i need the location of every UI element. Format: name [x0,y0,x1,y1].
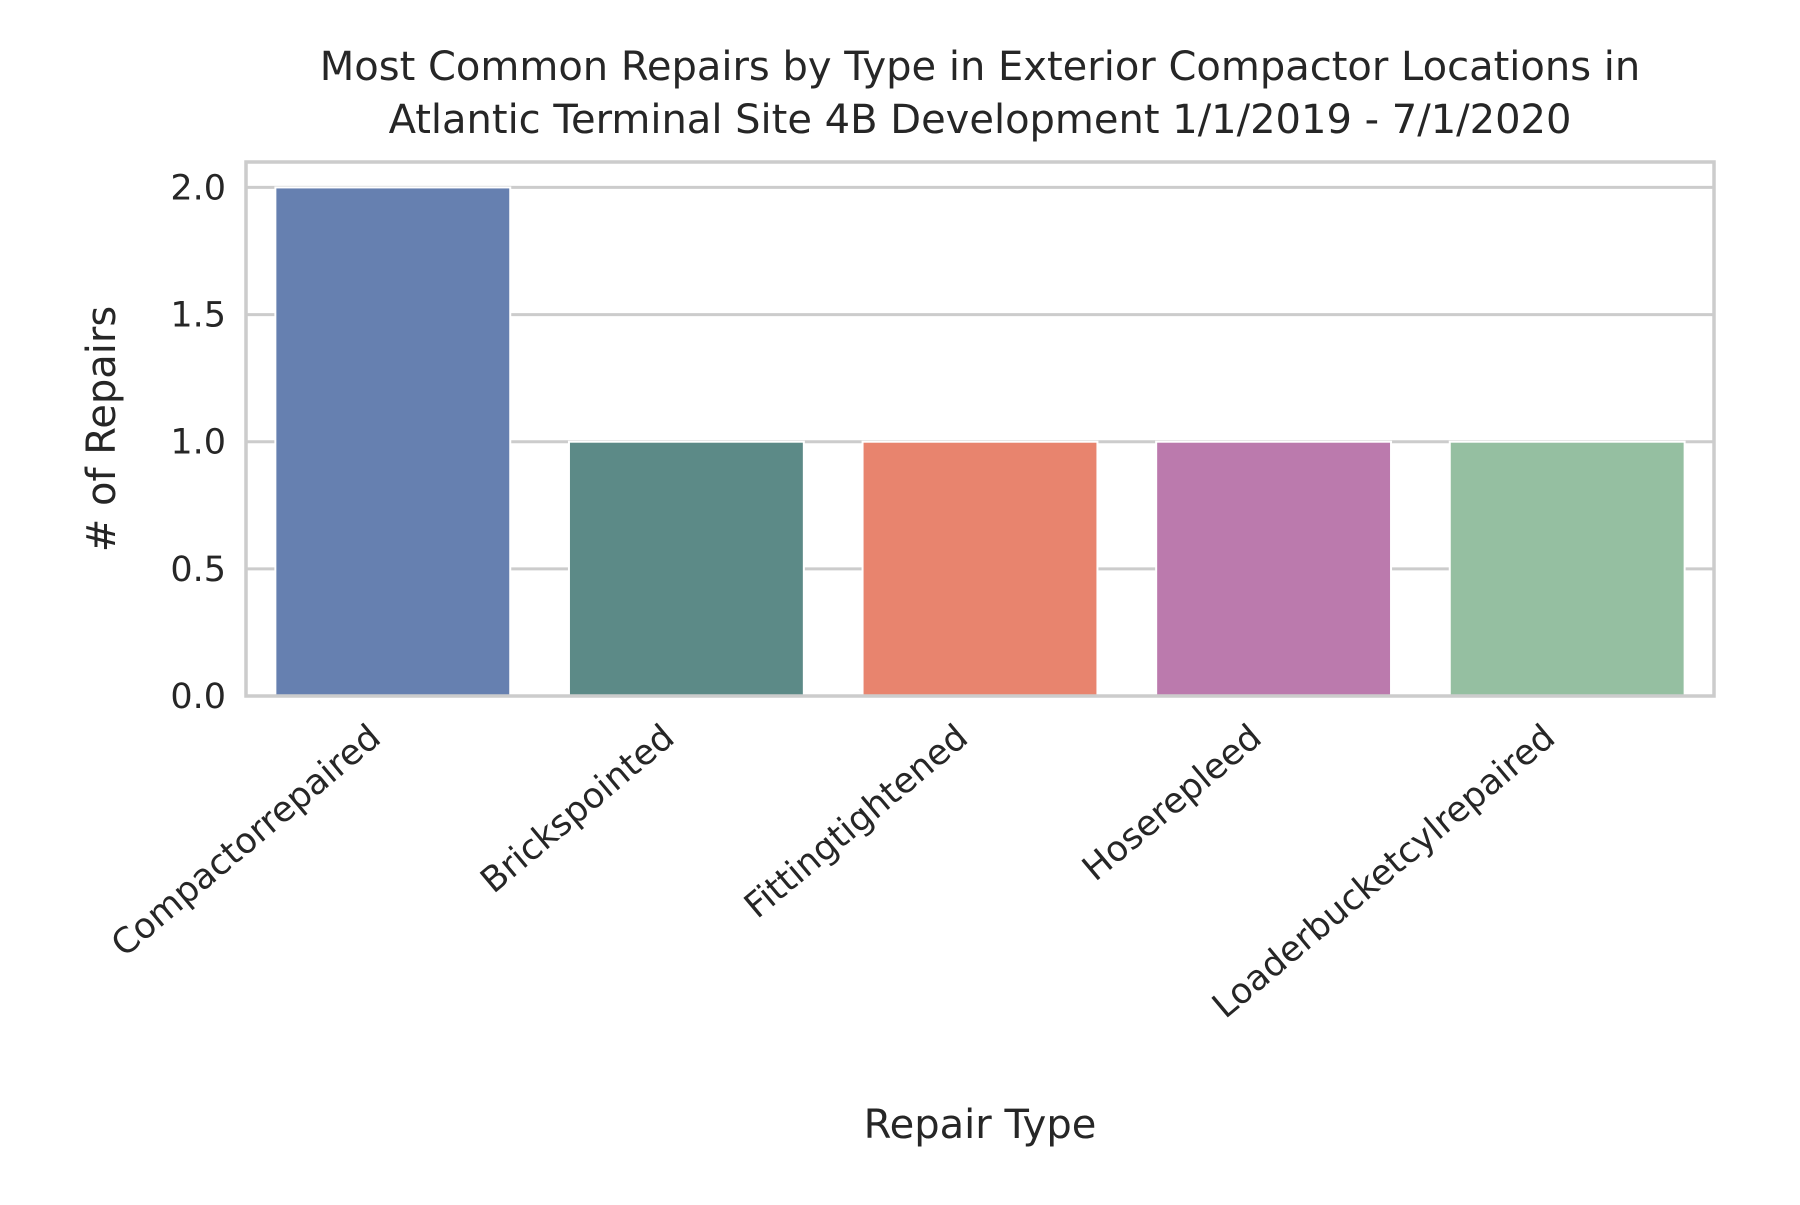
x-tick-label: Fittingtightened [737,717,976,926]
bar-brickspointed [567,440,805,698]
bar-fittingtightened [861,440,1099,698]
chart-title-line-2: Atlantic Terminal Site 4B Development 1/… [389,97,1572,143]
y-tick-label: 0.0 [170,677,226,717]
bar-layer [274,186,1686,698]
plot-frame [244,160,1716,698]
y-tick-label: 1.0 [170,423,226,463]
x-tick-label: Hoserepleed [1075,717,1269,889]
y-tick-label: 2.0 [170,168,226,208]
x-tick-label: Brickspointed [473,717,682,901]
y-tick-labels: 0.0 0.5 1.0 1.5 2.0 [170,168,226,717]
y-tick-label: 0.5 [170,550,226,590]
x-tick-label: Loaderbucketcylrepaired [1205,717,1563,1026]
y-axis-label: # of Repairs [79,306,125,552]
bar-compactorrepaired [274,186,512,698]
y-tick-label: 1.5 [170,296,226,336]
chart-title-line-1: Most Common Repairs by Type in Exterior … [320,44,1640,90]
bar-hoserepleed [1155,440,1393,698]
x-tick-label: Compactorrepaired [104,717,388,965]
x-tick-labels: Compactorrepaired Brickspointed Fittingtig… [104,717,1563,1026]
x-axis-label: Repair Type [864,1102,1097,1148]
bar-loaderbucketcylrepaired [1448,440,1686,698]
